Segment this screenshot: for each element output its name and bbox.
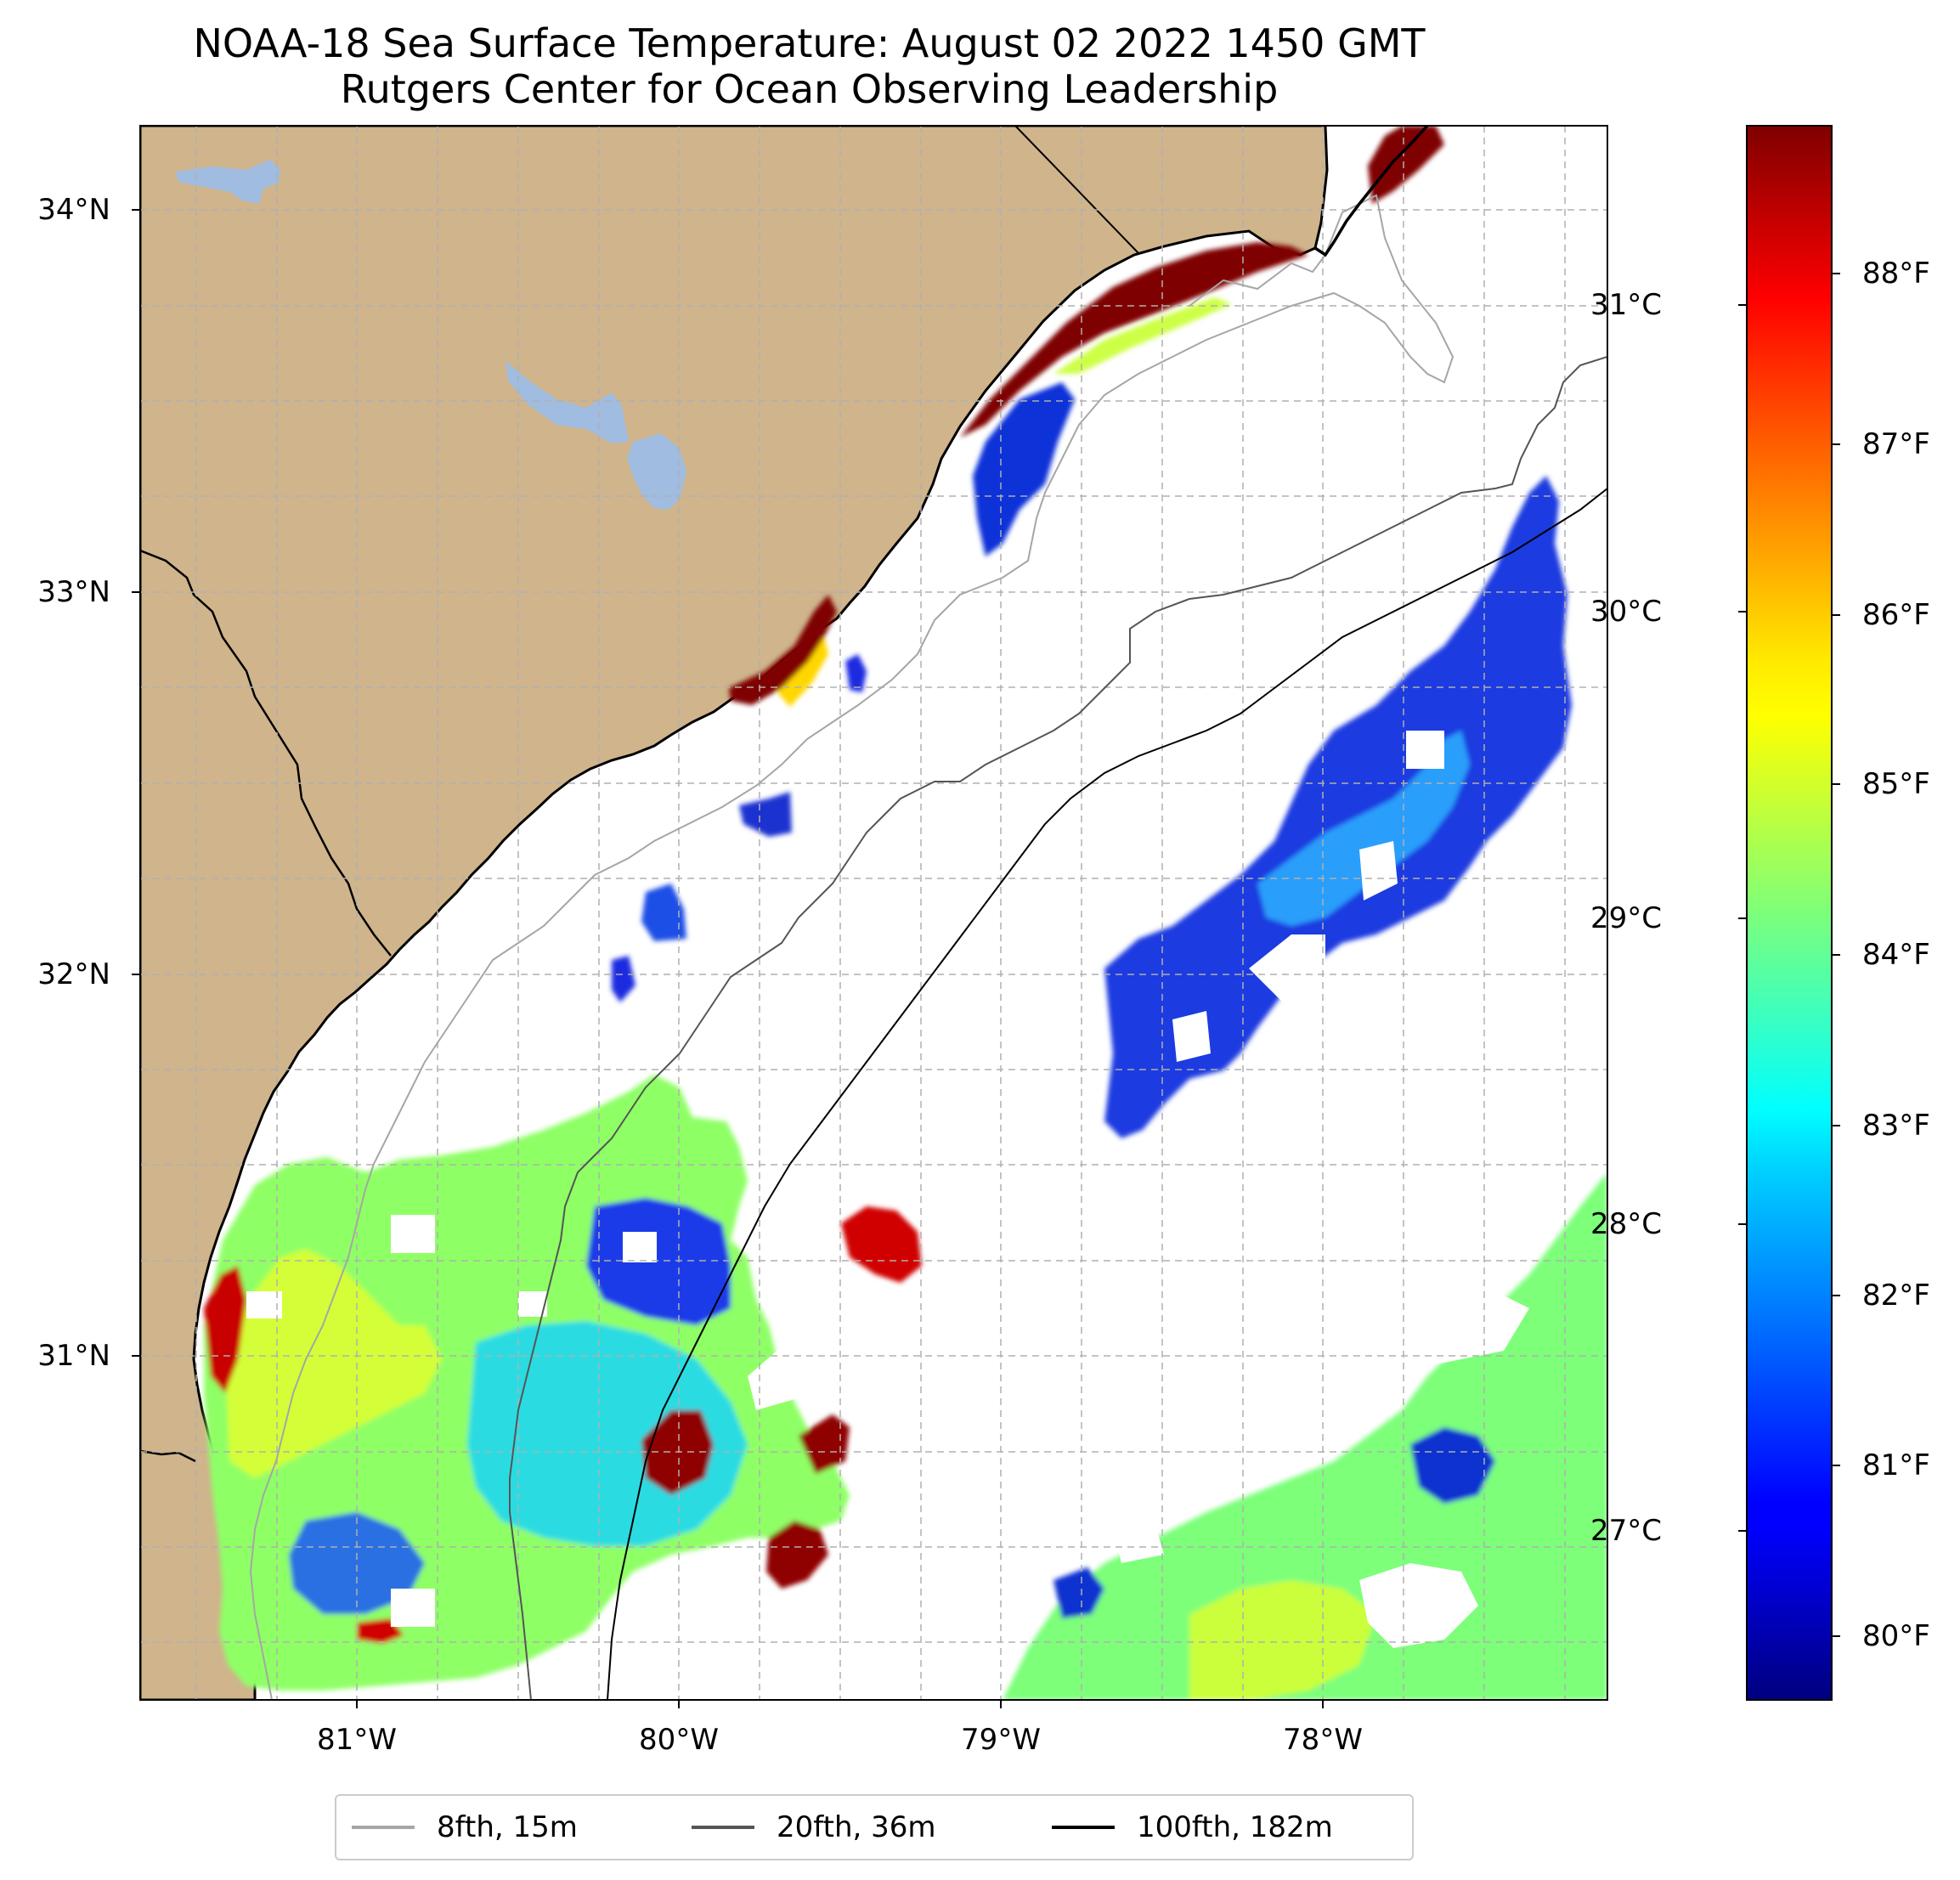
sst-patch-se-blue2 [1053, 1567, 1104, 1618]
colorbar-fahrenheit-label: 81°F [1862, 1448, 1930, 1482]
legend: 8fth, 15m 20fth, 36m 100fth, 182m [335, 1794, 1414, 1860]
lon-tick-label: 78°W [1283, 1723, 1363, 1757]
sst-patch-east-cyan [1257, 731, 1470, 926]
sst-patch-nc-band [1053, 297, 1232, 374]
legend-item-20fth: 20fth, 36m [692, 1796, 936, 1859]
gridlines [140, 126, 1607, 1700]
sst-patch-ga-coastwarm [204, 1266, 246, 1393]
colorbar-fahrenheit-label: 82°F [1862, 1279, 1930, 1313]
map-area [140, 126, 1607, 1700]
lake-moultrie [627, 433, 686, 510]
lat-tick-label: 31°N [37, 1339, 110, 1373]
colorbar-celsius-label: 28°C [1590, 1207, 1662, 1241]
sst-patch-sc-blue [845, 654, 867, 692]
chart-title: NOAA-18 Sea Surface Temperature: August … [193, 20, 1426, 66]
lat-tick-label: 34°N [37, 193, 110, 227]
legend-swatch [692, 1826, 754, 1829]
sst-patch-sc-band [777, 637, 828, 707]
county-line [140, 549, 392, 957]
colorbar-fahrenheit-label: 86°F [1862, 598, 1930, 632]
colorbar-fahrenheit-label: 80°F [1862, 1619, 1930, 1653]
isobath-8fth [249, 194, 1454, 1700]
lake-moultrie-upper [506, 361, 629, 443]
legend-swatch [352, 1826, 415, 1829]
legend-label: 100fth, 182m [1137, 1810, 1333, 1844]
legend-item-100fth: 100fth, 182m [1052, 1796, 1333, 1859]
colorbar-fahrenheit-label: 84°F [1862, 938, 1930, 972]
lake-marion [176, 160, 280, 204]
colorbar-fahrenheit-label: 87°F [1862, 427, 1930, 461]
sst-data [204, 126, 1607, 1700]
sst-patch-east-blue [1104, 476, 1572, 1138]
legend-swatch [1052, 1826, 1115, 1829]
axis-ticks [132, 209, 1324, 1708]
sst-patch-mid1 [739, 792, 792, 837]
sst-patch-ga-warm4 [799, 1414, 850, 1474]
sst-patch-mid2 [641, 884, 686, 941]
lon-tick-label: 80°W [639, 1723, 719, 1757]
colorbar-celsius-label: 27°C [1590, 1514, 1662, 1548]
legend-label: 8fth, 15m [437, 1810, 578, 1844]
colorbar-celsius-label: 30°C [1590, 595, 1662, 629]
sst-patch-ga-warm2 [766, 1521, 828, 1589]
lat-tick-label: 33°N [37, 575, 110, 609]
cloud-holes [246, 731, 1529, 1648]
colorbar-celsius-label: 31°C [1590, 288, 1662, 322]
isobath-100fth [607, 488, 1607, 1700]
sst-patch-sc-warm [729, 595, 837, 705]
sst-patch-se-blue [1410, 1427, 1495, 1504]
sst-patch-se-field [1003, 1172, 1607, 1700]
sst-patch-ga-blue [586, 1198, 731, 1325]
sst-patch-nc-cool [973, 382, 1075, 556]
chart-subtitle: Rutgers Center for Ocean Observing Leade… [340, 66, 1279, 112]
sst-patch-mid3 [612, 956, 635, 1002]
legend-item-8fth: 8fth, 15m [352, 1796, 578, 1859]
lon-tick-label: 79°W [961, 1723, 1041, 1757]
coastline [1314, 126, 1429, 257]
colorbar-celsius-label: 29°C [1590, 901, 1662, 935]
county-line-south [140, 1449, 196, 1463]
lat-tick-label: 32°N [37, 957, 110, 991]
sst-patch-ga-warm3 [841, 1206, 922, 1283]
colorbar-fahrenheit-label: 85°F [1862, 767, 1930, 801]
sst-patch-nc-warm [960, 242, 1308, 438]
state-border [1014, 126, 1139, 254]
colorbar-gradient [1746, 125, 1833, 1701]
colorbar-ticks [1738, 273, 1840, 1637]
legend-label: 20fth, 36m [777, 1810, 936, 1844]
sst-patch-se-yellow [1189, 1580, 1376, 1700]
isobath-20fth [509, 356, 1607, 1700]
colorbar [1738, 125, 1840, 1701]
colorbar-fahrenheit-label: 83°F [1862, 1109, 1930, 1143]
colorbar-fahrenheit-label: 88°F [1862, 257, 1930, 291]
lon-tick-label: 81°W [317, 1723, 397, 1757]
sst-patch-ga-warm1 [641, 1410, 714, 1495]
map-frame [139, 125, 1608, 1701]
sst-patch-nc-north [1368, 126, 1444, 204]
